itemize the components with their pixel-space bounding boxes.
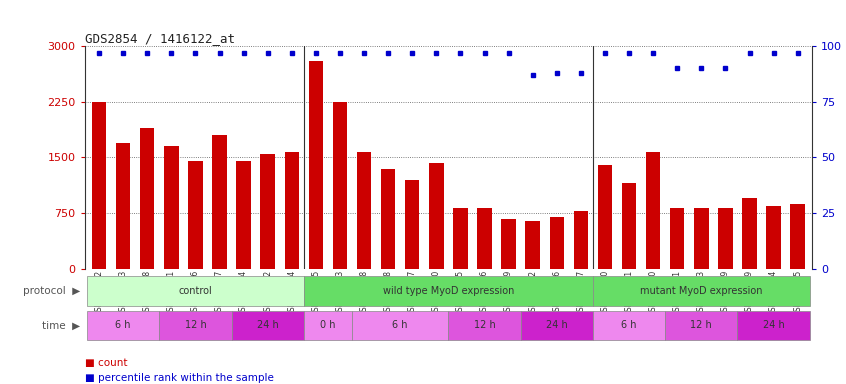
Bar [742,198,757,269]
Bar [477,208,492,269]
Text: ■ count: ■ count [85,358,127,368]
Bar [453,208,468,269]
Bar [738,311,810,340]
Bar [718,208,733,269]
Bar [261,154,275,269]
Bar [429,163,443,269]
Bar [304,311,352,340]
Text: 24 h: 24 h [257,320,278,331]
Bar [593,276,810,306]
Bar [357,152,371,269]
Bar [665,311,738,340]
Bar [116,142,130,269]
Text: wild type MyoD expression: wild type MyoD expression [382,286,514,296]
Bar [87,276,304,306]
Bar [140,128,155,269]
Bar [164,146,179,269]
Bar [405,180,420,269]
Text: 6 h: 6 h [393,320,408,331]
Bar [381,169,395,269]
Text: 24 h: 24 h [763,320,784,331]
Bar [332,102,347,269]
Text: 12 h: 12 h [184,320,206,331]
Text: GDS2854 / 1416122_at: GDS2854 / 1416122_at [85,32,234,45]
Bar [232,311,304,340]
Bar [352,311,448,340]
Bar [598,165,613,269]
Text: 12 h: 12 h [690,320,712,331]
Bar [593,311,665,340]
Text: 6 h: 6 h [115,320,131,331]
Bar [550,217,564,269]
Bar [502,219,516,269]
Bar [309,61,323,269]
Bar [670,208,684,269]
Bar [525,221,540,269]
Text: ■ percentile rank within the sample: ■ percentile rank within the sample [85,373,273,383]
Bar [212,135,227,269]
Bar [284,152,299,269]
Bar [520,311,593,340]
Text: mutant MyoD expression: mutant MyoD expression [640,286,762,296]
Bar [766,206,781,269]
Bar [574,211,588,269]
Bar [694,208,709,269]
Bar [646,152,661,269]
Bar [188,161,203,269]
Text: 24 h: 24 h [546,320,568,331]
Text: 0 h: 0 h [320,320,336,331]
Bar [159,311,232,340]
Text: time  ▶: time ▶ [42,320,80,331]
Bar [87,311,159,340]
Bar [236,161,250,269]
Bar [790,204,805,269]
Text: 6 h: 6 h [621,320,637,331]
Text: control: control [179,286,212,296]
Bar [304,276,593,306]
Text: 12 h: 12 h [474,320,496,331]
Bar [448,311,520,340]
Bar [622,184,636,269]
Bar [92,102,107,269]
Text: protocol  ▶: protocol ▶ [23,286,80,296]
